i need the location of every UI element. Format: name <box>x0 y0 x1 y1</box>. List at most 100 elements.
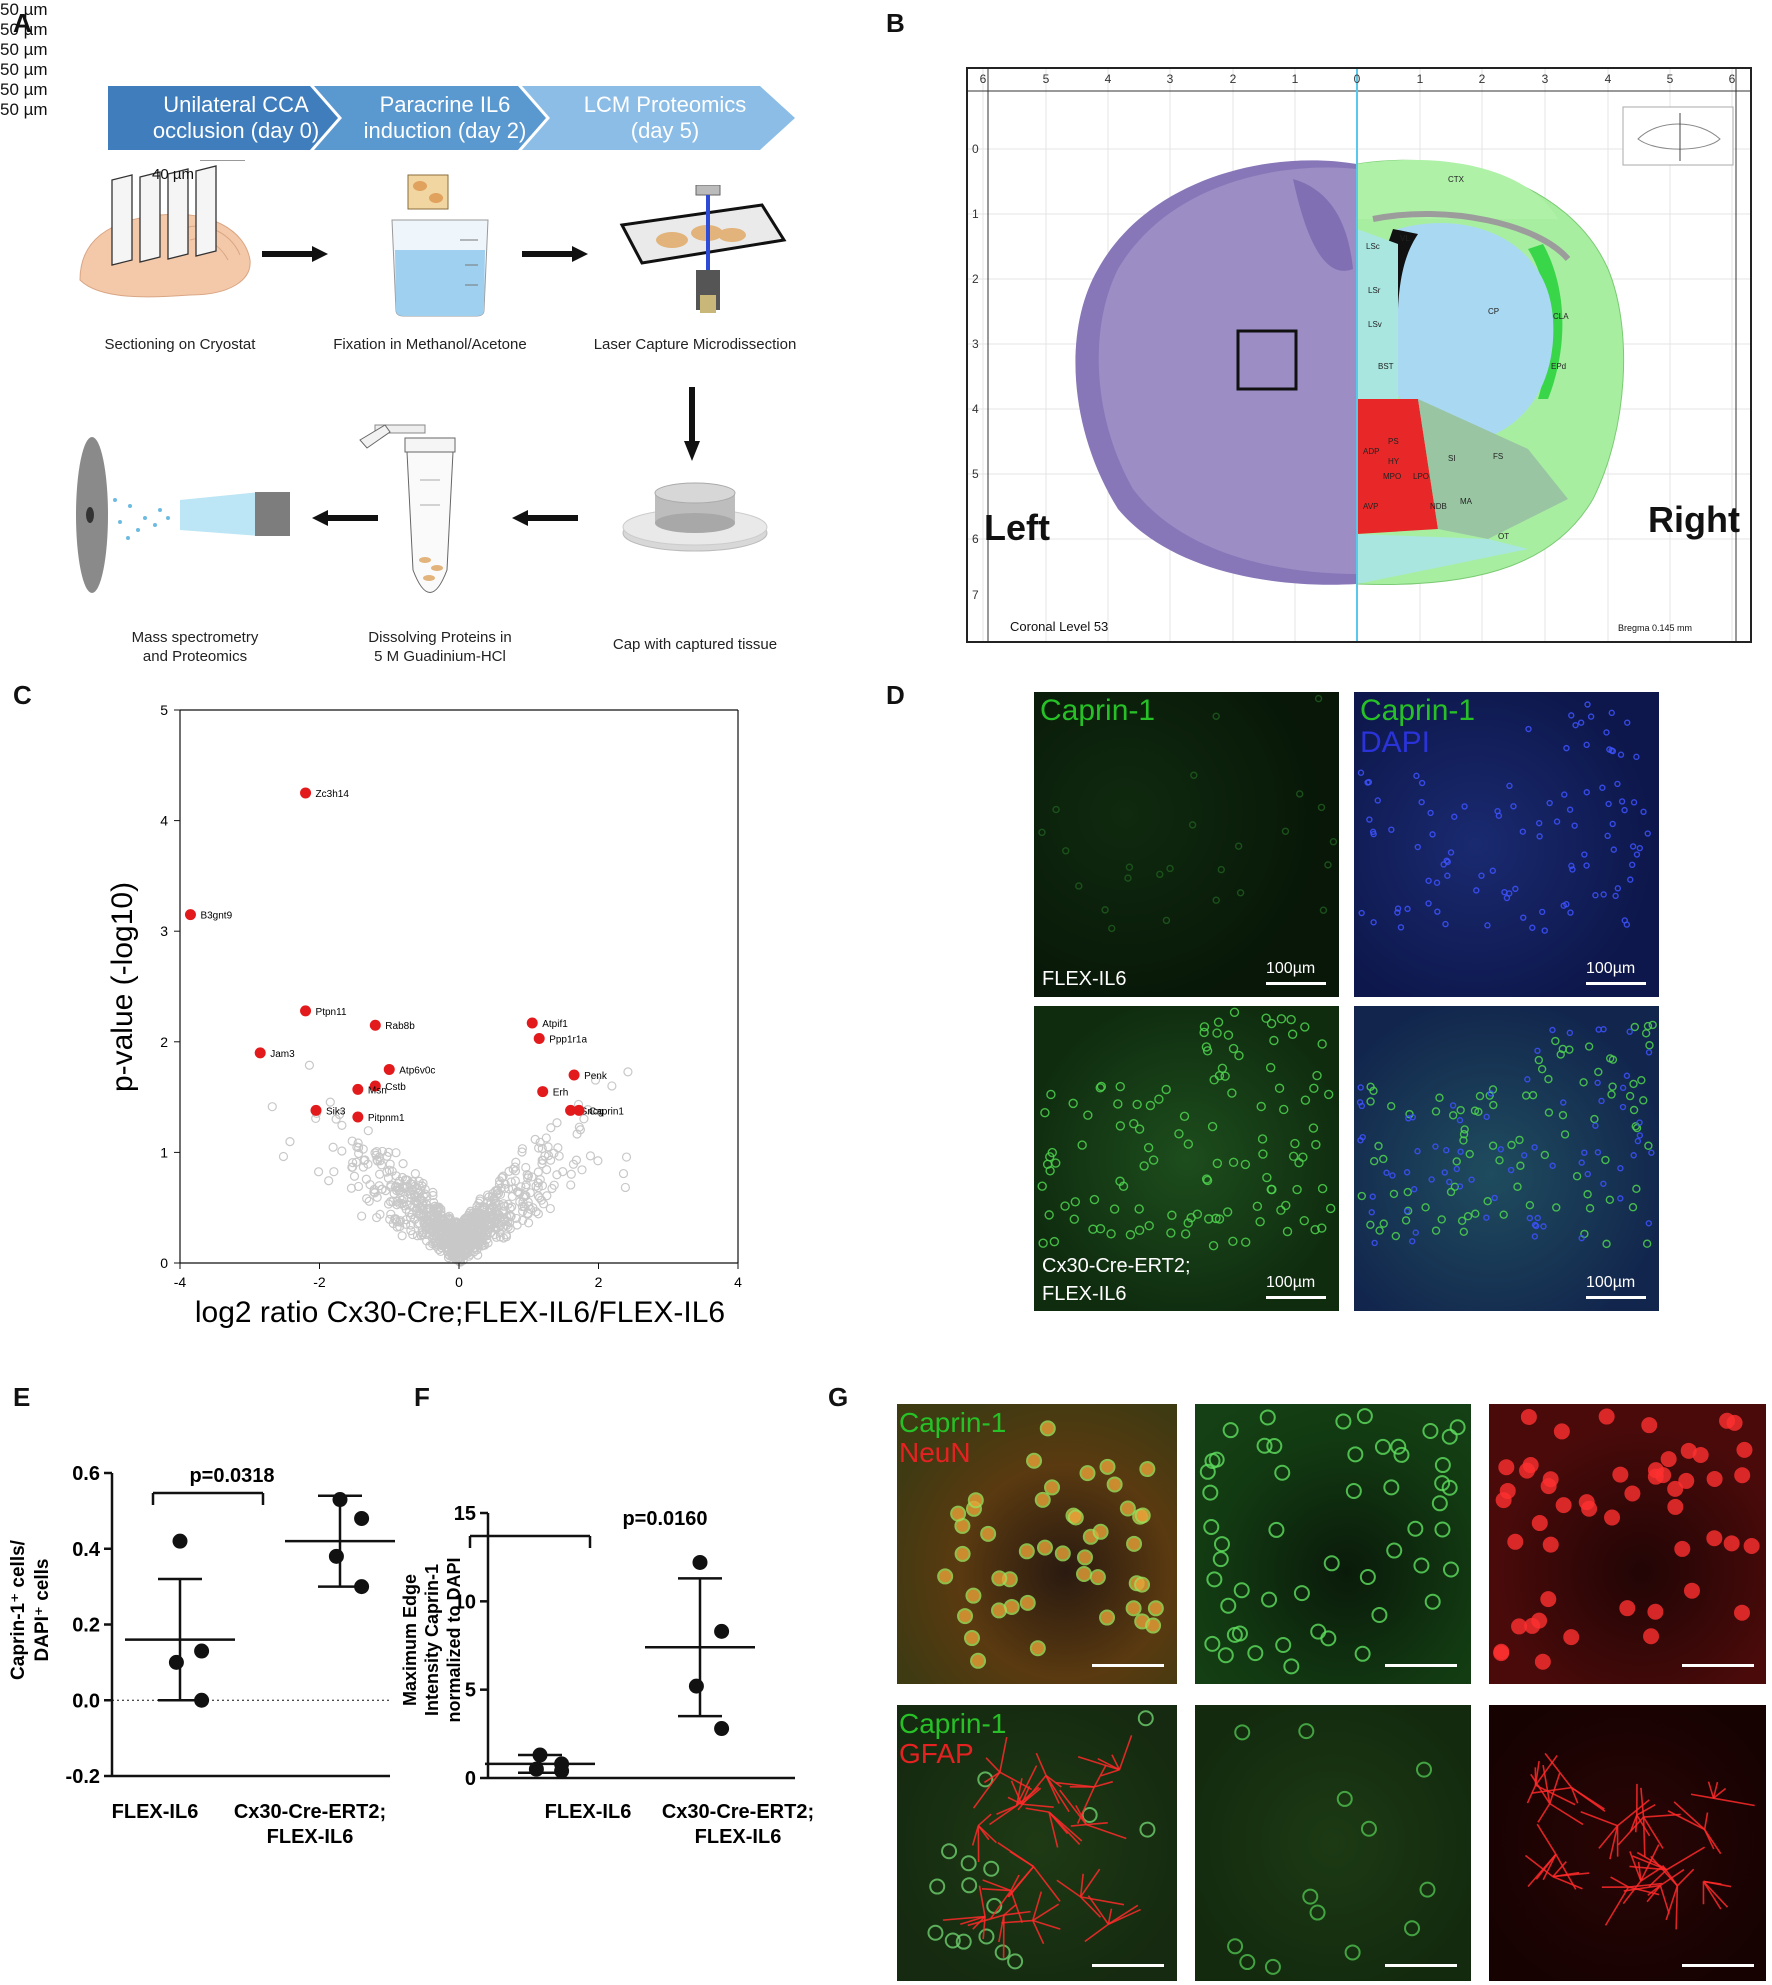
cell-mark <box>1683 1582 1700 1599</box>
scale-bar <box>1092 1964 1164 1967</box>
cell-mark <box>1045 1152 1055 1162</box>
astrocyte-process <box>1636 1804 1656 1816</box>
cell-mark <box>1247 1645 1264 1662</box>
data-point <box>714 1721 730 1737</box>
background-point <box>346 1183 357 1193</box>
background-point <box>313 1167 324 1177</box>
background-point <box>361 1174 371 1184</box>
background-point <box>530 1134 540 1145</box>
cell-mark <box>1633 851 1641 858</box>
step-occlusion: Unilateral CCA occlusion (day 0) <box>152 92 320 143</box>
cell-mark <box>1309 1083 1319 1093</box>
cell-mark <box>1209 1075 1219 1085</box>
cell-mark <box>1629 1105 1639 1115</box>
cell-mark <box>1310 1224 1320 1235</box>
cell-mark <box>970 1652 987 1669</box>
cell-mark <box>1630 1152 1637 1159</box>
astrocyte-process <box>1100 1768 1120 1777</box>
cell-mark <box>1645 1220 1653 1227</box>
cell-mark <box>1134 1204 1144 1214</box>
cell-mark <box>991 1570 1008 1587</box>
cell-mark <box>1579 1078 1588 1087</box>
cell-mark <box>1678 1472 1695 1489</box>
atlas-label: HY <box>1388 457 1400 466</box>
cell-mark <box>1204 1635 1221 1652</box>
astrocyte-process <box>999 1736 1008 1773</box>
cell-mark <box>1495 1492 1512 1509</box>
astrocyte-process <box>989 1804 1018 1826</box>
data-point <box>332 1492 348 1508</box>
astrocyte-process <box>1536 1823 1557 1855</box>
cell-mark <box>1401 1216 1411 1225</box>
cell-mark <box>1540 1223 1547 1230</box>
cell-mark <box>1240 1159 1251 1170</box>
atlas-side-tick: 0 <box>972 142 979 156</box>
panel-label-b: B <box>886 8 905 38</box>
astrocyte-process <box>1530 1773 1551 1805</box>
background-point <box>401 1204 411 1214</box>
significant-point <box>568 1069 580 1081</box>
astrocyte-process <box>1659 1885 1670 1914</box>
cell-mark <box>1495 812 1503 819</box>
cell-mark <box>1132 1099 1142 1110</box>
astrocyte-process <box>1007 1866 1035 1898</box>
astrocyte-process <box>1570 1787 1579 1804</box>
astrocyte-process <box>1552 1871 1580 1878</box>
atlas-label: LSv <box>1368 320 1382 329</box>
cell-mark <box>1544 1108 1554 1117</box>
cell-mark <box>1095 1083 1105 1093</box>
background-point <box>347 1136 357 1146</box>
cell-mark <box>1300 1022 1310 1032</box>
cell-mark <box>1617 1165 1624 1172</box>
background-point <box>267 1102 277 1112</box>
cell-mark <box>1317 1183 1328 1194</box>
cell-mark <box>1463 1212 1473 1221</box>
cell-mark <box>1044 1479 1061 1496</box>
cell-mark <box>1645 1041 1654 1050</box>
cell-mark <box>1457 1148 1464 1155</box>
cell-mark <box>1089 1569 1106 1586</box>
background-point <box>504 1166 514 1176</box>
cell-mark <box>1512 885 1519 893</box>
cell-mark <box>1366 1220 1375 1230</box>
stain-label-red: GFAP <box>899 1738 974 1769</box>
cell-mark <box>1525 725 1532 733</box>
background-point <box>362 1194 372 1204</box>
cell-mark <box>994 1944 1011 1961</box>
cell-mark <box>1434 1457 1451 1474</box>
astrocyte-process <box>1580 1811 1618 1827</box>
background-point <box>434 1202 444 1212</box>
panel-label-g: G <box>828 1382 849 1412</box>
cell-mark <box>1298 1723 1315 1740</box>
atlas-label: CTX <box>1448 175 1465 184</box>
cell-mark <box>1281 827 1290 836</box>
cell-mark <box>1441 1169 1448 1176</box>
point-label: Zc3h14 <box>316 789 350 800</box>
background-point <box>489 1218 499 1228</box>
astrocyte-process <box>967 1914 1005 1927</box>
cell-mark <box>1375 1226 1384 1235</box>
cell-mark <box>1358 909 1365 917</box>
astrocyte-process <box>1702 1880 1722 1910</box>
cell-mark <box>1190 771 1198 779</box>
cell-mark <box>1388 826 1395 833</box>
background-point <box>470 1218 480 1228</box>
cell-mark <box>1290 1138 1300 1149</box>
condition-label: FLEX-IL6 <box>1042 968 1127 990</box>
cell-mark <box>1444 872 1451 879</box>
background-point <box>429 1197 439 1208</box>
cell-mark <box>1571 822 1578 829</box>
background-point <box>469 1234 479 1244</box>
caption-dissolve: Dissolving Proteins in 5 M Guadinium-HCl <box>368 629 512 665</box>
cell-mark <box>1623 1072 1631 1079</box>
cell-mark <box>1062 847 1070 855</box>
cell-mark <box>1667 1498 1684 1515</box>
cell-mark <box>1383 1479 1400 1496</box>
micrograph-gfap <box>1489 1705 1766 1981</box>
background-point <box>456 1249 467 1259</box>
point-label: Sncg <box>581 1106 604 1117</box>
background-point <box>623 1067 633 1077</box>
cell-mark <box>977 1771 994 1788</box>
cell-mark <box>1412 1229 1419 1236</box>
cell-mark <box>1379 1219 1388 1228</box>
